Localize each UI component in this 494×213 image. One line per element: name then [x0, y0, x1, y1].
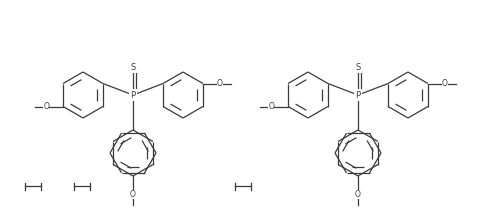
Text: S: S	[355, 62, 361, 72]
Text: O: O	[442, 79, 448, 88]
Text: O: O	[355, 190, 361, 199]
Text: O: O	[217, 79, 223, 88]
Text: O: O	[130, 190, 136, 199]
Text: O: O	[268, 102, 274, 111]
Text: O: O	[43, 102, 49, 111]
Text: P: P	[130, 91, 135, 99]
Text: P: P	[356, 91, 361, 99]
Text: S: S	[130, 62, 136, 72]
